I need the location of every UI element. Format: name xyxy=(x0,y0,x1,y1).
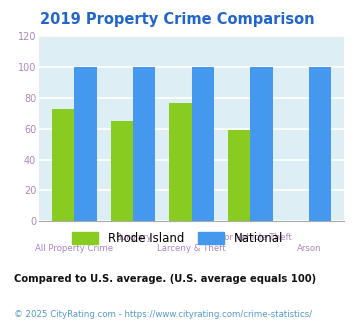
Bar xyxy=(74,67,97,221)
Text: Motor Vehicle Theft: Motor Vehicle Theft xyxy=(208,233,293,243)
Bar xyxy=(111,121,133,221)
Bar xyxy=(133,67,155,221)
Text: Compared to U.S. average. (U.S. average equals 100): Compared to U.S. average. (U.S. average … xyxy=(14,274,316,284)
Bar xyxy=(192,67,214,221)
Text: Burglary: Burglary xyxy=(115,233,151,243)
Bar xyxy=(309,67,332,221)
Text: © 2025 CityRating.com - https://www.cityrating.com/crime-statistics/: © 2025 CityRating.com - https://www.city… xyxy=(14,310,312,319)
Text: Arson: Arson xyxy=(297,244,321,253)
Bar xyxy=(169,103,192,221)
Text: 2019 Property Crime Comparison: 2019 Property Crime Comparison xyxy=(40,12,315,26)
Legend: Rhode Island, National: Rhode Island, National xyxy=(67,227,288,250)
Bar xyxy=(52,109,74,221)
Text: Larceny & Theft: Larceny & Theft xyxy=(157,244,226,253)
Bar xyxy=(250,67,273,221)
Text: All Property Crime: All Property Crime xyxy=(35,244,113,253)
Bar xyxy=(228,130,250,221)
